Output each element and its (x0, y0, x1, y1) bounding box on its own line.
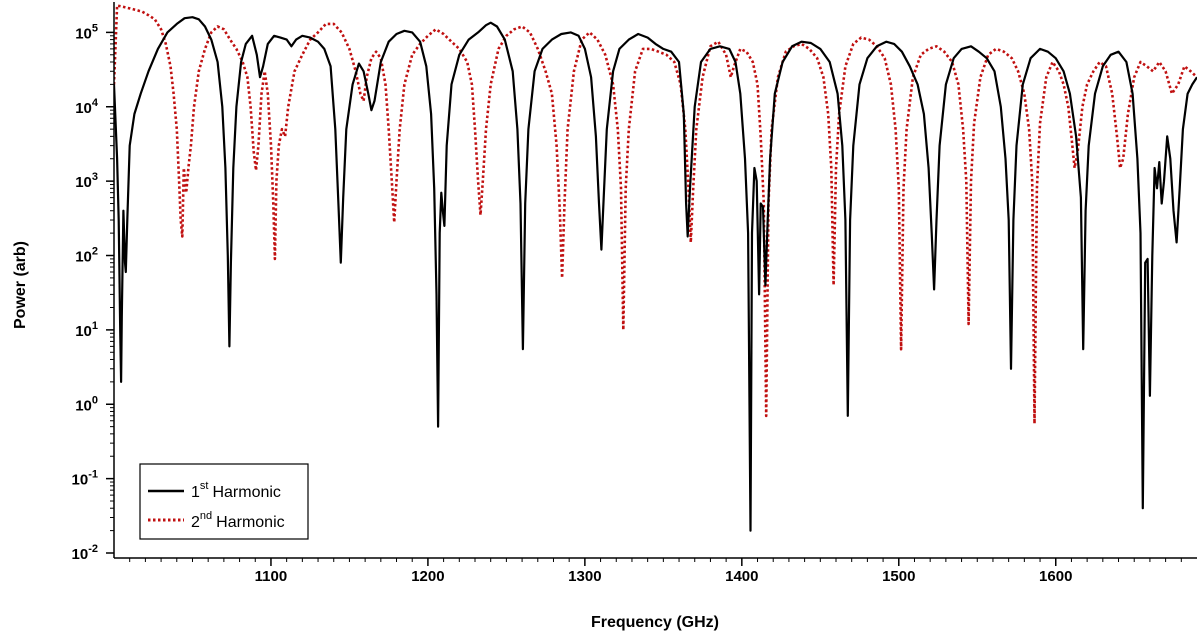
y-tick-label: 10-1 (72, 469, 98, 489)
legend: 1st Harmonic 2nd Harmonic (139, 463, 309, 540)
x-axis-title: Frequency (GHz) (591, 614, 719, 631)
series-1st-harmonic-line (114, 16, 1197, 532)
y-tick-label: 10-2 (72, 543, 98, 563)
x-tick-label: 1200 (411, 568, 444, 585)
y-tick-label: 101 (75, 320, 98, 340)
legend-box (139, 463, 309, 540)
legend-label-2nd-harmonic: 2nd Harmonic (191, 510, 285, 531)
y-tick-label: 103 (75, 171, 98, 191)
y-axis-title: Power (arb) (12, 241, 29, 329)
x-tick-label: 1600 (1039, 568, 1072, 585)
y-tick-label: 102 (75, 246, 98, 266)
y-tick-label: 104 (75, 97, 99, 117)
x-tick-label: 1300 (568, 568, 601, 585)
y-tick-label: 105 (75, 22, 98, 42)
x-tick-label: 1500 (882, 568, 915, 585)
legend-label-1st-harmonic: 1st Harmonic (191, 480, 281, 501)
series-2nd-harmonic-line (114, 4, 1197, 425)
x-tick-label: 1100 (255, 568, 288, 585)
y-tick-label: 100 (75, 394, 98, 414)
x-tick-label: 1400 (725, 568, 758, 585)
